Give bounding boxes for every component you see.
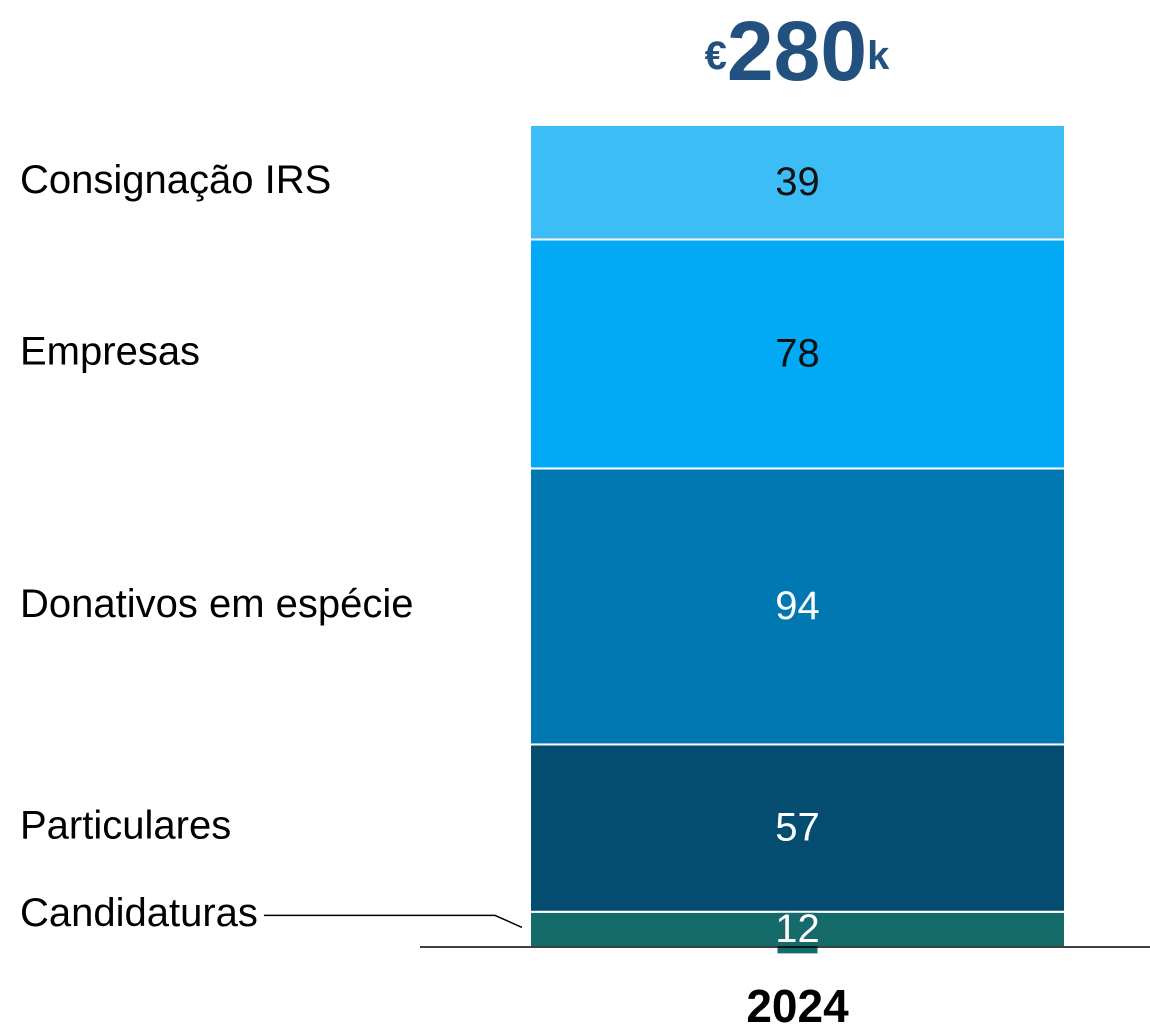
title-value: 280 (727, 4, 867, 98)
value-label: 57 (775, 806, 820, 850)
bar-segment (529, 238, 1066, 470)
bar-segment (529, 124, 1066, 241)
series-label: Particulares (20, 804, 231, 848)
value-label: 39 (775, 160, 820, 204)
title-currency: € (705, 34, 727, 78)
value-label: 78 (775, 332, 820, 376)
leader-line (263, 914, 523, 929)
value-label: 12 (775, 907, 820, 951)
chart-title: €280k (705, 4, 890, 98)
value-label: 94 (775, 584, 820, 628)
series-label: Consignação IRS (20, 158, 331, 202)
bar-segment (529, 467, 1066, 746)
series-label: Candidaturas (20, 891, 258, 935)
series-label: Empresas (20, 330, 200, 374)
title-unit: k (867, 34, 890, 78)
series-label: Donativos em espécie (20, 582, 414, 626)
value-label-bg (777, 905, 818, 954)
x-tick-label: 2024 (746, 980, 849, 1031)
